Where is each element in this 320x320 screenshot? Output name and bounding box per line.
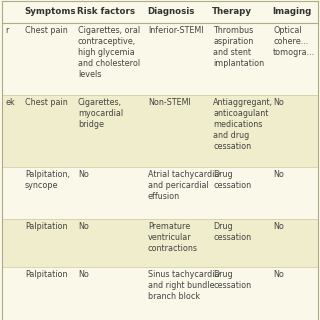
Text: No: No [273,98,284,107]
Text: Palpitation: Palpitation [25,270,68,279]
Text: No: No [273,170,284,179]
Bar [2,95,318,167]
Text: Cigarettes, oral
contraceptive,
high glycemia
and cholesterol
levels: Cigarettes, oral contraceptive, high gly… [78,26,140,79]
Text: Cigarettes,
myocardial
bridge: Cigarettes, myocardial bridge [78,98,123,129]
Text: Optical
cohere...
tomogra...: Optical cohere... tomogra... [273,26,315,57]
Text: Sinus tachycardia
and right bundle
branch block: Sinus tachycardia and right bundle branc… [148,270,220,301]
Text: No: No [78,270,89,279]
Text: Non-STEMI: Non-STEMI [148,98,191,107]
Text: ek: ek [5,98,15,107]
Text: Symptoms: Symptoms [24,7,76,17]
Bar [2,219,318,267]
Text: Diagnosis: Diagnosis [147,7,194,17]
Text: Palpitation,
syncope: Palpitation, syncope [25,170,70,190]
Text: Drug
cessation: Drug cessation [213,222,251,242]
Text: Chest pain: Chest pain [25,98,68,107]
Text: Premature
ventricular
contractions: Premature ventricular contractions [148,222,198,253]
Text: No: No [273,270,284,279]
Text: Therapy: Therapy [212,7,252,17]
Bar [2,267,318,320]
Text: Imaging: Imaging [272,7,311,17]
Text: Atrial tachycardia
and pericardial
effusion: Atrial tachycardia and pericardial effus… [148,170,220,201]
Bar [2,23,318,95]
Text: Chest pain: Chest pain [25,26,68,35]
Text: No: No [78,222,89,231]
Text: Inferior-STEMI: Inferior-STEMI [148,26,204,35]
Bar [2,167,318,219]
Text: r: r [5,26,8,35]
Text: No: No [78,170,89,179]
Text: Drug
cessation: Drug cessation [213,170,251,190]
Text: Drug
cessation: Drug cessation [213,270,251,290]
Text: No: No [273,222,284,231]
Text: Thrombus
aspiration
and stent
implantation: Thrombus aspiration and stent implantati… [213,26,264,68]
Text: Antiaggregant,
anticoagulant
medications
and drug
cessation: Antiaggregant, anticoagulant medications… [213,98,273,151]
Bar [2,1,318,23]
Text: Risk factors: Risk factors [77,7,135,17]
Text: Palpitation: Palpitation [25,222,68,231]
